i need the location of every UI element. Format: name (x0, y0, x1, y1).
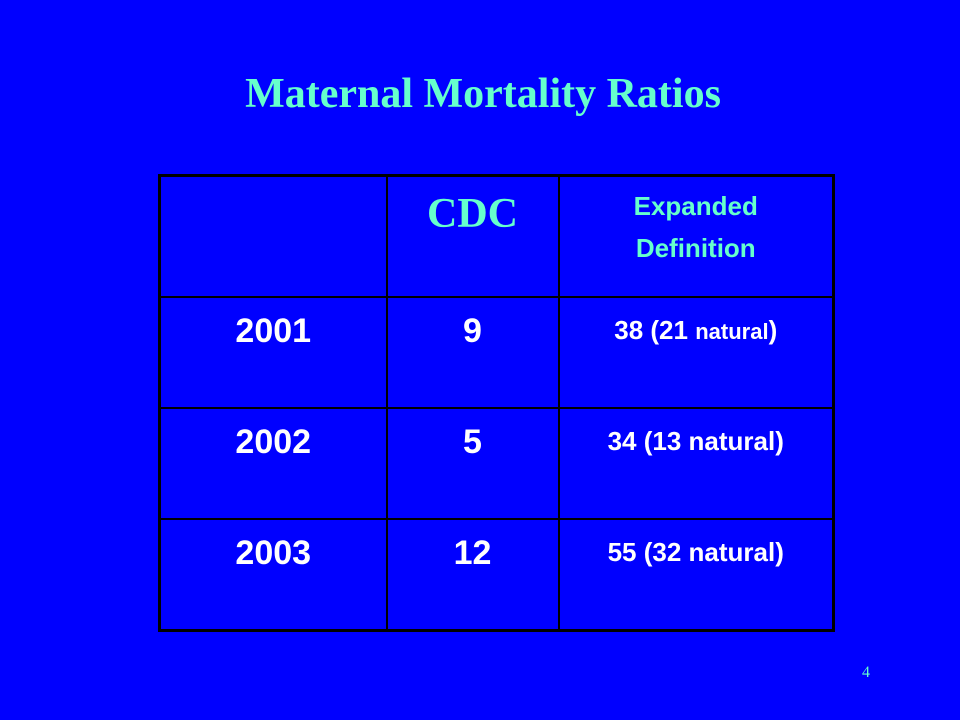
year-value: 2003 (235, 534, 312, 572)
header-expanded-line1: Expanded (633, 191, 758, 221)
expanded-value: 34 (13 natural) (560, 409, 833, 459)
header-expanded-line2: Definition (635, 233, 756, 263)
expanded-value: 55 (32 natural) (560, 520, 833, 570)
expanded-main: 55 (32 natural) (607, 537, 784, 567)
cdc-value: 5 (463, 423, 482, 461)
header-cdc-cell: CDC (385, 174, 560, 298)
header-cdc-label: CDC (427, 191, 518, 237)
header-year-cell (158, 174, 388, 298)
table-header-row: CDC Expanded Definition (158, 174, 835, 298)
cdc-cell: 5 (385, 407, 560, 520)
table-row: 2003 12 55 (32 natural) (158, 518, 835, 632)
cdc-cell: 9 (385, 296, 560, 409)
slide-title: Maternal Mortality Ratios (245, 71, 721, 117)
expanded-main: 34 (13 natural) (607, 426, 784, 456)
cdc-cell: 12 (385, 518, 560, 632)
expanded-tail: ) (768, 315, 778, 345)
expanded-cell: 34 (13 natural) (557, 407, 835, 520)
year-value: 2002 (235, 423, 312, 461)
expanded-cell: 38 (21 natural) (557, 296, 835, 409)
year-cell: 2002 (158, 407, 388, 520)
header-expanded-cell: Expanded Definition (557, 174, 835, 298)
table-row: 2001 9 38 (21 natural) (158, 296, 835, 409)
year-cell: 2001 (158, 296, 388, 409)
year-cell: 2003 (158, 518, 388, 632)
expanded-main: 38 (21 (614, 315, 696, 345)
page-number: 4 (862, 664, 870, 681)
expanded-cell: 55 (32 natural) (557, 518, 835, 632)
table-row: 2002 5 34 (13 natural) (158, 407, 835, 520)
year-value: 2001 (235, 312, 312, 350)
cdc-value: 12 (453, 534, 492, 572)
expanded-small: natural (695, 319, 769, 344)
cdc-value: 9 (463, 312, 482, 350)
mortality-table: CDC Expanded Definition 2001 9 38 (21 na… (158, 174, 835, 632)
expanded-value: 38 (21 natural) (560, 298, 833, 348)
